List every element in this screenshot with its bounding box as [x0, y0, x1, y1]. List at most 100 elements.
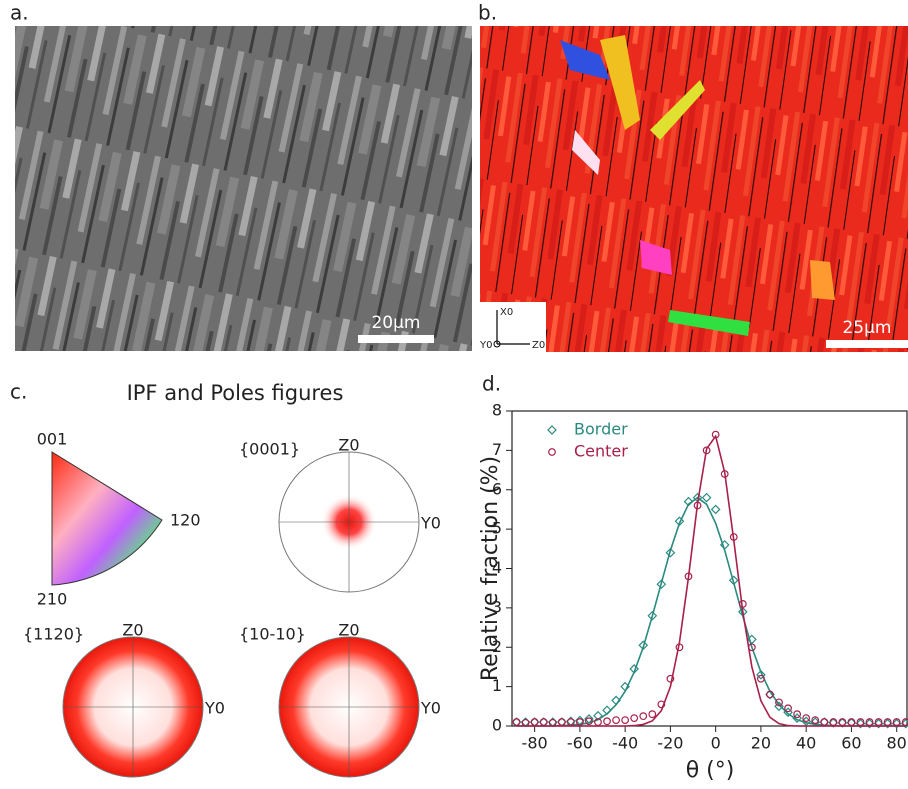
point: [620, 681, 630, 692]
point: [548, 718, 557, 727]
panel-label: b.: [478, 1, 497, 25]
point: [766, 690, 774, 699]
point: [882, 718, 893, 729]
x-tick-label: -20: [657, 734, 683, 753]
fit-line: [516, 434, 906, 727]
point: [512, 718, 521, 726]
y-tick-label: 1: [492, 676, 502, 695]
point: [666, 674, 675, 683]
x-tick-label: 60: [841, 734, 861, 753]
point: [566, 718, 575, 726]
point: [838, 718, 847, 726]
point: [901, 718, 908, 726]
point: [837, 718, 848, 728]
pole-title: {0001}: [239, 440, 300, 459]
point: [611, 695, 621, 706]
y-tick-label: 2: [492, 637, 502, 656]
y-axis-label: Relative fraction (%): [478, 456, 503, 681]
point: [711, 430, 720, 439]
y-tick-label: 8: [492, 401, 502, 420]
point: [864, 718, 875, 729]
point: [621, 716, 630, 724]
point: [710, 504, 721, 515]
point: [828, 718, 839, 728]
point: [557, 718, 566, 726]
ipf-triangle: [51, 451, 163, 586]
point: [874, 718, 883, 726]
point: [829, 718, 838, 726]
point: [665, 547, 676, 558]
point: [811, 716, 820, 724]
y-tick-label: 7: [492, 440, 502, 459]
fit-line: [516, 496, 906, 727]
pole-axis-label: Y0: [420, 514, 441, 533]
legend-marker: [547, 425, 557, 435]
point: [647, 610, 658, 621]
point: [719, 540, 730, 550]
x-tick-label: 80: [887, 734, 907, 753]
ipf-label: 120: [170, 511, 201, 530]
axis-label: X0: [500, 307, 513, 318]
pole-axis-label: Z0: [338, 436, 359, 455]
y-tick-label: 5: [492, 519, 502, 538]
point: [756, 669, 766, 680]
panel-label: d.: [482, 372, 501, 396]
grain-highlights: [560, 35, 835, 336]
point: [575, 718, 584, 726]
point: [638, 640, 649, 651]
point: [593, 710, 603, 721]
point: [855, 718, 866, 729]
point: [585, 717, 593, 726]
ipf-label: 210: [37, 590, 68, 609]
axis-origin: [493, 340, 501, 348]
point: [539, 718, 548, 726]
y-tick-label: 3: [492, 597, 502, 616]
x-tick-label: 20: [751, 734, 771, 753]
panel-title: IPF and Poles figures: [127, 381, 344, 405]
ipf-label: 001: [37, 430, 68, 449]
point: [865, 718, 874, 726]
point: [594, 718, 602, 726]
pole-axis-label: Y0: [204, 699, 225, 718]
point: [584, 714, 594, 724]
axis-label: Z0: [532, 340, 545, 351]
point: [757, 674, 765, 683]
pole-axis-label: Z0: [338, 621, 359, 640]
point: [720, 470, 729, 478]
point: [775, 698, 783, 707]
point: [612, 716, 620, 724]
point: [702, 446, 711, 455]
y-tick-label: 4: [492, 558, 502, 577]
point: [575, 715, 585, 726]
x-tick-label: -80: [522, 734, 548, 753]
y-tick-label: 0: [492, 716, 502, 735]
point: [639, 712, 648, 721]
point: [684, 572, 693, 581]
point: [891, 718, 902, 729]
point: [648, 710, 657, 719]
point: [892, 718, 901, 726]
point: [683, 496, 694, 507]
legend-marker: [548, 448, 556, 456]
point: [793, 710, 802, 719]
point: [630, 714, 639, 723]
point: [674, 516, 685, 527]
scale-bar-label: 20µm: [371, 313, 420, 333]
point: [900, 718, 908, 729]
point: [656, 579, 667, 590]
panel-label: a.: [10, 1, 29, 25]
point: [883, 718, 892, 726]
pole-title: {1120}: [23, 625, 84, 644]
point: [602, 705, 612, 716]
x-tick-label: -60: [567, 734, 593, 753]
ebsd-map: [480, 26, 908, 352]
sem-image: [15, 26, 472, 351]
y-tick-label: 6: [492, 479, 502, 498]
pole-title: {10-10}: [239, 625, 306, 644]
point: [784, 704, 792, 713]
point: [629, 664, 640, 674]
x-tick-label: 0: [711, 734, 721, 753]
point: [530, 718, 539, 726]
plot-frame: [511, 410, 908, 727]
